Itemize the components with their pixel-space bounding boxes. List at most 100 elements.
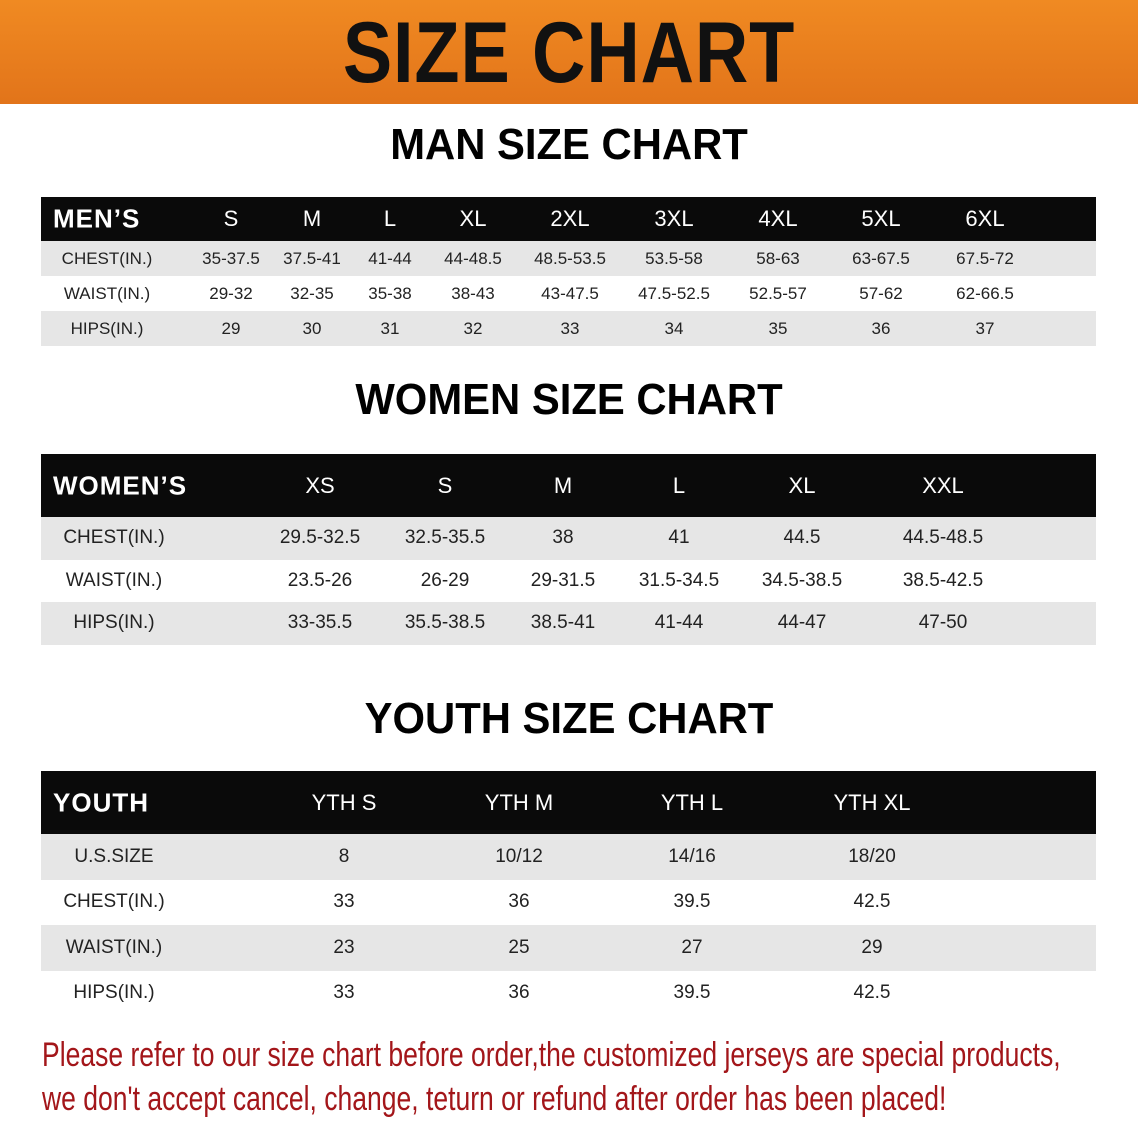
youth-row-label: HIPS(IN.) (73, 982, 155, 1004)
men-header-row: MEN’S S M L XL 2XL 3XL 4XL 5XL 6XL (41, 197, 1096, 241)
women-header-label: WOMEN’S (53, 470, 188, 500)
banner-title: SIZE CHART (342, 5, 796, 101)
men-cell: 62-66.5 (956, 283, 1014, 303)
youth-cell: 27 (681, 936, 703, 958)
women-cell: 41 (668, 527, 690, 549)
men-cell: 37.5-41 (283, 248, 341, 268)
youth-cell: 29 (861, 936, 883, 958)
women-table-row: CHEST(IN.) 29.5-32.5 32.5-35.5 38 41 44.5 44.5… (41, 517, 1096, 560)
men-cell: 52.5-57 (749, 283, 807, 303)
men-size-header: L (383, 206, 397, 231)
note-line-2: we don't accept cancel, change, teturn o… (42, 1080, 947, 1118)
women-cell: 44-47 (777, 612, 827, 634)
youth-cell: 39.5 (673, 891, 711, 913)
banner: SIZE CHART (0, 0, 1138, 104)
youth-cell: 36 (508, 891, 530, 913)
men-cell: 47.5-52.5 (638, 283, 710, 303)
women-cell: 41-44 (654, 612, 704, 634)
men-cell: 29-32 (209, 283, 253, 303)
men-cell: 29 (221, 318, 241, 338)
youth-header-row: YOUTH YTH S YTH M YTH L YTH XL (41, 771, 1096, 834)
women-cell: 32.5-35.5 (404, 527, 486, 549)
women-cell: 26-29 (420, 569, 470, 591)
men-cell: 48.5-53.5 (534, 248, 606, 268)
women-row-label: WAIST(IN.) (65, 569, 163, 591)
men-cell: 30 (302, 318, 322, 338)
women-row-label: HIPS(IN.) (73, 612, 155, 634)
youth-cell: 42.5 (853, 982, 891, 1004)
men-row-label: WAIST(IN.) (63, 283, 151, 303)
women-cell: 44.5-48.5 (902, 527, 984, 549)
women-row-label: CHEST(IN.) (63, 527, 165, 549)
youth-cell: 23 (333, 936, 355, 958)
men-size-header: 3XL (654, 206, 694, 231)
men-table-row: HIPS(IN.) 29 30 31 32 33 34 35 36 37 (41, 311, 1096, 346)
men-cell: 32 (463, 318, 483, 338)
youth-cell: 25 (508, 936, 530, 958)
women-cell: 29.5-32.5 (279, 527, 361, 549)
women-header-row: WOMEN’S XS S M L XL XXL (41, 454, 1096, 517)
men-cell: 35 (768, 318, 788, 338)
men-cell: 32-35 (290, 283, 334, 303)
youth-cell: 42.5 (853, 891, 891, 913)
men-cell: 35-38 (368, 283, 412, 303)
women-size-header: M (553, 472, 573, 498)
youth-cell: 39.5 (673, 982, 711, 1004)
youth-size-header: YTH L (660, 789, 724, 815)
youth-header-label: YOUTH (53, 787, 149, 817)
men-cell: 63-67.5 (852, 248, 910, 268)
men-section-title: MAN SIZE CHART (390, 120, 748, 169)
men-cell: 53.5-58 (645, 248, 703, 268)
men-table-row: WAIST(IN.) 29-32 32-35 35-38 38-43 43-47.5 47.… (41, 276, 1096, 311)
men-cell: 43-47.5 (541, 283, 599, 303)
men-cell: 67.5-72 (956, 248, 1014, 268)
men-cell: 34 (664, 318, 684, 338)
men-size-header: 4XL (758, 206, 798, 231)
women-table-row: HIPS(IN.) 33-35.5 35.5-38.5 38.5-41 41-44 44-… (41, 602, 1096, 645)
youth-cell: 8 (338, 845, 350, 867)
youth-cell: 33 (333, 982, 355, 1004)
men-size-header: 6XL (965, 206, 1005, 231)
men-cell: 38-43 (451, 283, 495, 303)
women-cell: 44.5 (783, 527, 821, 549)
men-cell: 57-62 (859, 283, 903, 303)
men-cell: 36 (871, 318, 891, 338)
youth-table-row: HIPS(IN.) 33 36 39.5 42.5 (41, 971, 1096, 1017)
men-cell: 41-44 (368, 248, 412, 268)
men-cell: 37 (975, 318, 995, 338)
youth-size-header: YTH S (311, 789, 377, 815)
men-size-header: S (223, 206, 239, 231)
men-cell: 33 (560, 318, 580, 338)
youth-table-row: CHEST(IN.) 33 36 39.5 42.5 (41, 880, 1096, 926)
women-cell: 29-31.5 (530, 569, 596, 591)
men-cell: 44-48.5 (444, 248, 502, 268)
youth-section-title: YOUTH SIZE CHART (364, 694, 774, 743)
men-cell: 35-37.5 (202, 248, 260, 268)
youth-size-header: YTH XL (833, 789, 911, 815)
women-cell: 34.5-38.5 (761, 569, 843, 591)
youth-row-label: CHEST(IN.) (63, 891, 165, 913)
men-cell: 58-63 (756, 248, 800, 268)
men-header-label: MEN’S (53, 203, 141, 234)
note-line-1: Please refer to our size chart before or… (42, 1036, 1061, 1074)
youth-table-row: WAIST(IN.) 23 25 27 29 (41, 925, 1096, 971)
youth-row-label: U.S.SIZE (74, 845, 154, 867)
youth-cell: 10/12 (495, 845, 543, 867)
women-cell: 35.5-38.5 (404, 612, 486, 634)
women-table-row: WAIST(IN.) 23.5-26 26-29 29-31.5 31.5-34.5 34… (41, 560, 1096, 603)
women-size-header: S (437, 472, 453, 498)
men-cell: 31 (380, 318, 400, 338)
youth-cell: 33 (333, 891, 355, 913)
men-row-label: HIPS(IN.) (70, 318, 144, 338)
youth-cell: 14/16 (668, 845, 716, 867)
women-section-title: WOMEN SIZE CHART (355, 375, 783, 424)
women-cell: 33-35.5 (287, 612, 353, 634)
youth-cell: 18/20 (848, 845, 896, 867)
women-size-header: XXL (922, 472, 964, 498)
men-size-header: M (302, 206, 322, 231)
women-size-header: L (672, 472, 686, 498)
women-size-header: XL (788, 472, 816, 498)
women-cell: 23.5-26 (287, 569, 353, 591)
youth-size-header: YTH M (484, 789, 554, 815)
youth-cell: 36 (508, 982, 530, 1004)
